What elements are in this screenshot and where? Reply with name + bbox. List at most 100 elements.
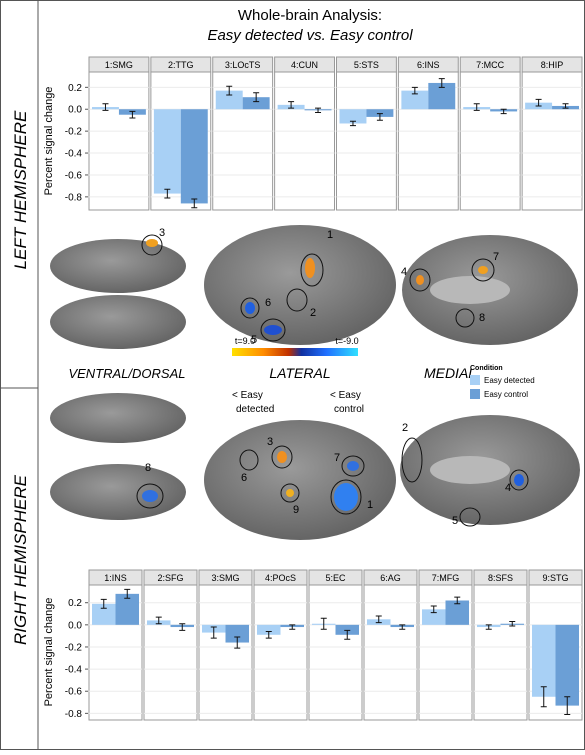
- y-axis-label: Percent signal change: [43, 598, 55, 707]
- error-bar: [129, 110, 136, 119]
- region-circle: [286, 288, 308, 312]
- region-number: 3: [159, 227, 165, 239]
- error-bar: [289, 624, 296, 630]
- error-bar: [315, 107, 322, 114]
- error-bar: [344, 629, 351, 640]
- colorbar: [232, 348, 358, 356]
- error-bar: [430, 605, 437, 614]
- panel-title: 1:INS: [104, 573, 127, 583]
- region-circle: [240, 297, 260, 319]
- region-number: 8: [145, 462, 151, 474]
- bar: [153, 109, 181, 194]
- panel: [473, 584, 528, 721]
- panel-title: 8:SFS: [488, 573, 513, 583]
- region-number: 2: [310, 307, 316, 319]
- y-tick-label: -0.2: [65, 127, 83, 138]
- activation: [286, 489, 294, 497]
- bar: [445, 600, 469, 625]
- bar: [180, 109, 208, 204]
- panel-title: 6:AG: [380, 573, 401, 583]
- brain-surface: [50, 239, 186, 293]
- view-label: VENTRAL/DORSAL: [68, 366, 185, 381]
- error-bar: [500, 108, 507, 115]
- legend-title: Condition: [470, 365, 503, 372]
- brain-surface: [204, 225, 396, 345]
- activation: [146, 239, 158, 247]
- panel-title: 6:INS: [417, 60, 440, 70]
- activation: [245, 302, 255, 314]
- activation: [478, 266, 488, 274]
- region-circle: [260, 318, 286, 342]
- panel: [521, 71, 583, 211]
- error-bar: [253, 92, 260, 103]
- brain-images: [50, 225, 580, 540]
- activation: [334, 483, 358, 511]
- panel-title: 1:SMG: [105, 60, 133, 70]
- bar: [257, 624, 281, 635]
- y-tick-label: -0.6: [65, 170, 83, 181]
- legend-label: Easy detected: [484, 376, 535, 385]
- panel-title: 5:EC: [325, 573, 346, 583]
- error-bar: [100, 598, 107, 609]
- brain-surface: [430, 456, 510, 484]
- error-bar: [564, 696, 571, 715]
- activation: [277, 451, 287, 463]
- activation: [347, 461, 359, 471]
- error-bar: [540, 686, 547, 708]
- region-number: 7: [493, 251, 499, 263]
- region-number: 1: [367, 499, 373, 511]
- y-tick-label: 0.2: [68, 598, 82, 609]
- panel-title: 9:STG: [542, 573, 568, 583]
- error-bar: [155, 616, 162, 625]
- panel: [253, 584, 308, 721]
- activation: [142, 490, 158, 502]
- brain-surface: [204, 420, 396, 540]
- error-bar: [509, 621, 516, 627]
- error-bar: [226, 85, 233, 96]
- region-number: 5: [452, 515, 458, 527]
- panel-title: 2:SFG: [157, 573, 183, 583]
- region-number: 7: [334, 452, 340, 464]
- region-number: 9: [293, 504, 299, 516]
- view-label: MEDIAL: [424, 365, 476, 381]
- error-bar: [288, 101, 295, 109]
- region-circle: [409, 268, 431, 292]
- error-bar: [454, 596, 461, 605]
- region-number: 5: [251, 334, 257, 346]
- panel-title: 7:MFG: [432, 573, 460, 583]
- bar: [115, 593, 139, 625]
- panel-title: 3:LOcTS: [225, 60, 261, 70]
- panel-title: 2:TTG: [168, 60, 194, 70]
- bar: [401, 90, 429, 110]
- error-bar: [562, 103, 569, 109]
- region-number: 4: [401, 266, 407, 278]
- region-circle: [280, 483, 300, 503]
- error-bar: [473, 103, 480, 111]
- title: Whole-brain Analysis:: [238, 7, 382, 24]
- activation: [514, 474, 524, 486]
- legend-swatch: [470, 375, 480, 385]
- legend-label: Easy control: [484, 390, 528, 399]
- panel: [308, 584, 363, 721]
- error-bar: [179, 623, 186, 631]
- error-bar: [349, 120, 356, 127]
- hemisphere-label: LEFT HEMISPHERE: [11, 110, 30, 269]
- region-number: 8: [479, 312, 485, 324]
- y-tick-label: 0.2: [68, 83, 82, 94]
- colorbar-note: detected: [236, 404, 274, 415]
- region-number: 4: [505, 482, 511, 494]
- error-bar: [376, 113, 383, 121]
- panel: [88, 71, 150, 211]
- region-circle: [136, 483, 164, 509]
- subtitle: Easy detected vs. Easy control: [207, 27, 413, 44]
- region-circle: [271, 445, 293, 469]
- brain-surface: [430, 276, 510, 304]
- colorbar-note: control: [334, 404, 364, 415]
- colorbar-note: < Easy: [232, 390, 263, 401]
- panel: [274, 71, 335, 211]
- colorbar-label: t=9.0: [235, 336, 255, 346]
- panel-title: 5:STS: [354, 60, 379, 70]
- error-bar: [234, 636, 241, 649]
- region-circle: [141, 234, 163, 256]
